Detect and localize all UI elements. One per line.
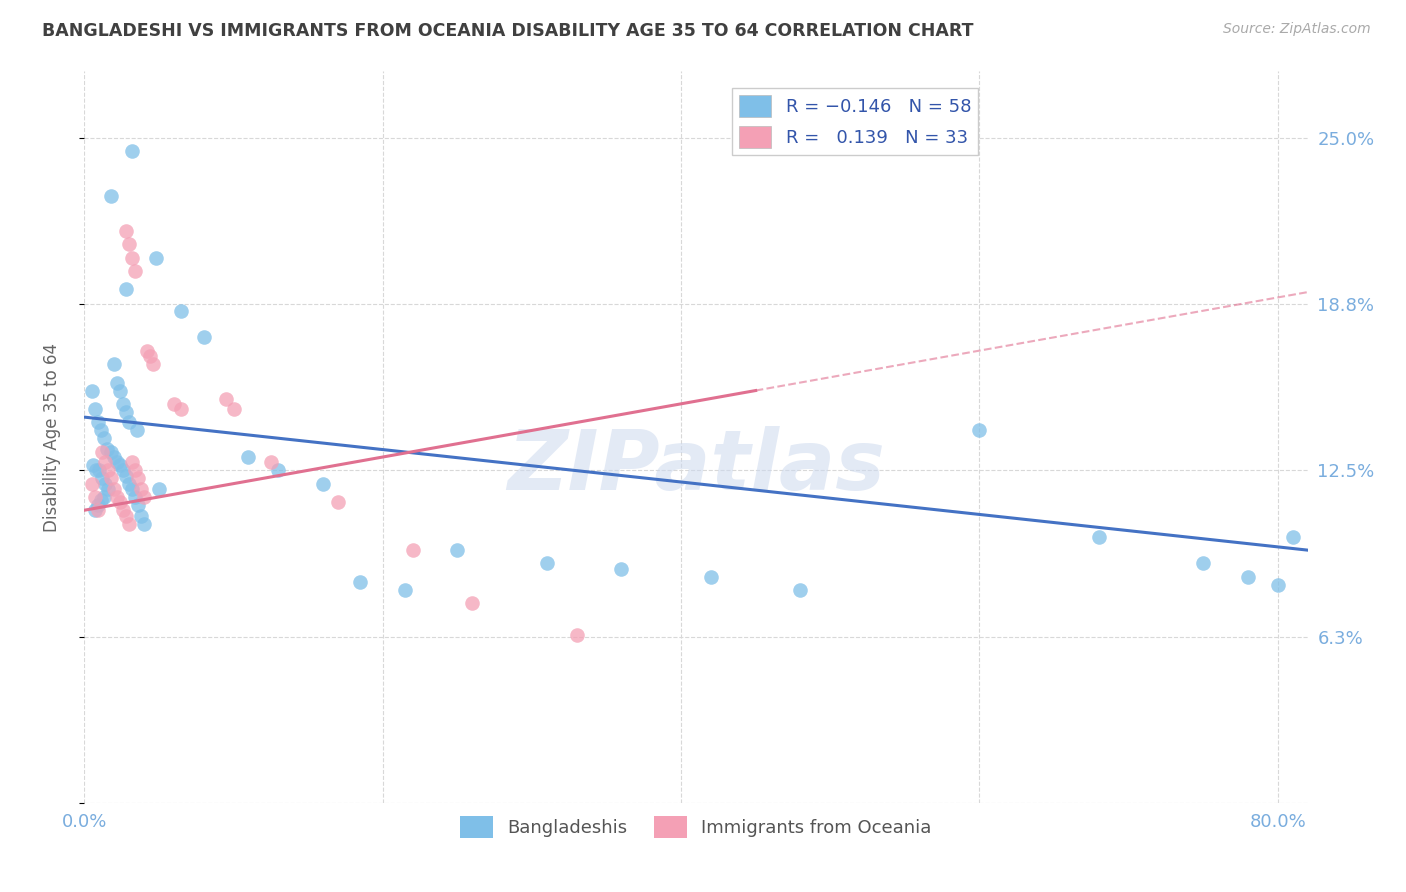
Point: [118, 237, 141, 252]
Point: [105, 376, 128, 390]
Point: [103, 482, 125, 496]
Point: [193, 330, 215, 344]
Point: [83, 490, 105, 504]
Point: [93, 431, 115, 445]
Point: [97, 482, 120, 496]
Point: [118, 416, 141, 430]
Point: [1087, 530, 1109, 544]
Point: [536, 557, 558, 571]
Point: [115, 468, 138, 483]
Point: [93, 490, 115, 504]
Point: [700, 570, 723, 584]
Point: [129, 482, 152, 496]
Point: [80, 476, 103, 491]
Point: [103, 450, 125, 464]
Point: [121, 455, 143, 469]
Point: [148, 482, 170, 496]
Point: [82, 458, 104, 472]
Point: [115, 508, 138, 523]
Point: [267, 463, 290, 477]
Point: [789, 582, 811, 597]
Point: [394, 582, 416, 597]
Point: [446, 543, 468, 558]
Point: [565, 628, 588, 642]
Point: [112, 397, 135, 411]
Point: [163, 397, 186, 411]
Y-axis label: Disability Age 35 to 64: Disability Age 35 to 64: [42, 343, 60, 532]
Point: [129, 508, 152, 523]
Point: [238, 450, 260, 464]
Point: [1192, 557, 1215, 571]
Point: [96, 442, 118, 456]
Point: [222, 402, 245, 417]
Point: [100, 189, 122, 203]
Point: [461, 596, 484, 610]
Point: [124, 463, 146, 477]
Text: Source: ZipAtlas.com: Source: ZipAtlas.com: [1223, 22, 1371, 37]
Point: [349, 575, 371, 590]
Point: [105, 490, 128, 504]
Point: [118, 516, 141, 531]
Point: [108, 384, 131, 398]
Point: [87, 503, 110, 517]
Point: [115, 283, 138, 297]
Point: [108, 495, 131, 509]
Point: [132, 490, 155, 504]
Point: [170, 303, 193, 318]
Point: [1267, 577, 1289, 591]
Point: [83, 503, 105, 517]
Point: [97, 463, 120, 477]
Point: [326, 495, 349, 509]
Legend: Bangladeshis, Immigrants from Oceania: Bangladeshis, Immigrants from Oceania: [453, 808, 939, 845]
Point: [132, 516, 155, 531]
Point: [87, 416, 110, 430]
Point: [83, 402, 105, 417]
Point: [125, 424, 148, 438]
Point: [121, 482, 143, 496]
Point: [100, 444, 122, 458]
Point: [121, 144, 143, 158]
Point: [105, 455, 128, 469]
Point: [142, 357, 165, 371]
Point: [90, 424, 112, 438]
Text: BANGLADESHI VS IMMIGRANTS FROM OCEANIA DISABILITY AGE 35 TO 64 CORRELATION CHART: BANGLADESHI VS IMMIGRANTS FROM OCEANIA D…: [42, 22, 974, 40]
Point: [100, 471, 122, 485]
Point: [94, 455, 117, 469]
Point: [90, 492, 112, 507]
Point: [170, 402, 193, 417]
Point: [136, 343, 159, 358]
Point: [969, 424, 991, 438]
Point: [1281, 530, 1303, 544]
Point: [115, 224, 138, 238]
Point: [112, 463, 135, 477]
Point: [610, 562, 633, 576]
Point: [89, 463, 111, 477]
Point: [103, 357, 125, 371]
Point: [91, 444, 114, 458]
Point: [118, 476, 141, 491]
Point: [112, 503, 135, 517]
Point: [80, 384, 103, 398]
Point: [312, 476, 335, 491]
Point: [139, 349, 162, 363]
Point: [115, 405, 138, 419]
Point: [1237, 570, 1260, 584]
Point: [84, 463, 107, 477]
Point: [91, 471, 114, 485]
Point: [124, 490, 146, 504]
Point: [401, 543, 423, 558]
Point: [108, 458, 131, 472]
Point: [215, 392, 238, 406]
Point: [121, 251, 143, 265]
Point: [260, 455, 283, 469]
Point: [127, 471, 149, 485]
Text: ZIPatlas: ZIPatlas: [508, 425, 884, 507]
Point: [87, 498, 110, 512]
Point: [94, 476, 117, 491]
Point: [124, 264, 146, 278]
Point: [127, 498, 149, 512]
Point: [145, 251, 167, 265]
